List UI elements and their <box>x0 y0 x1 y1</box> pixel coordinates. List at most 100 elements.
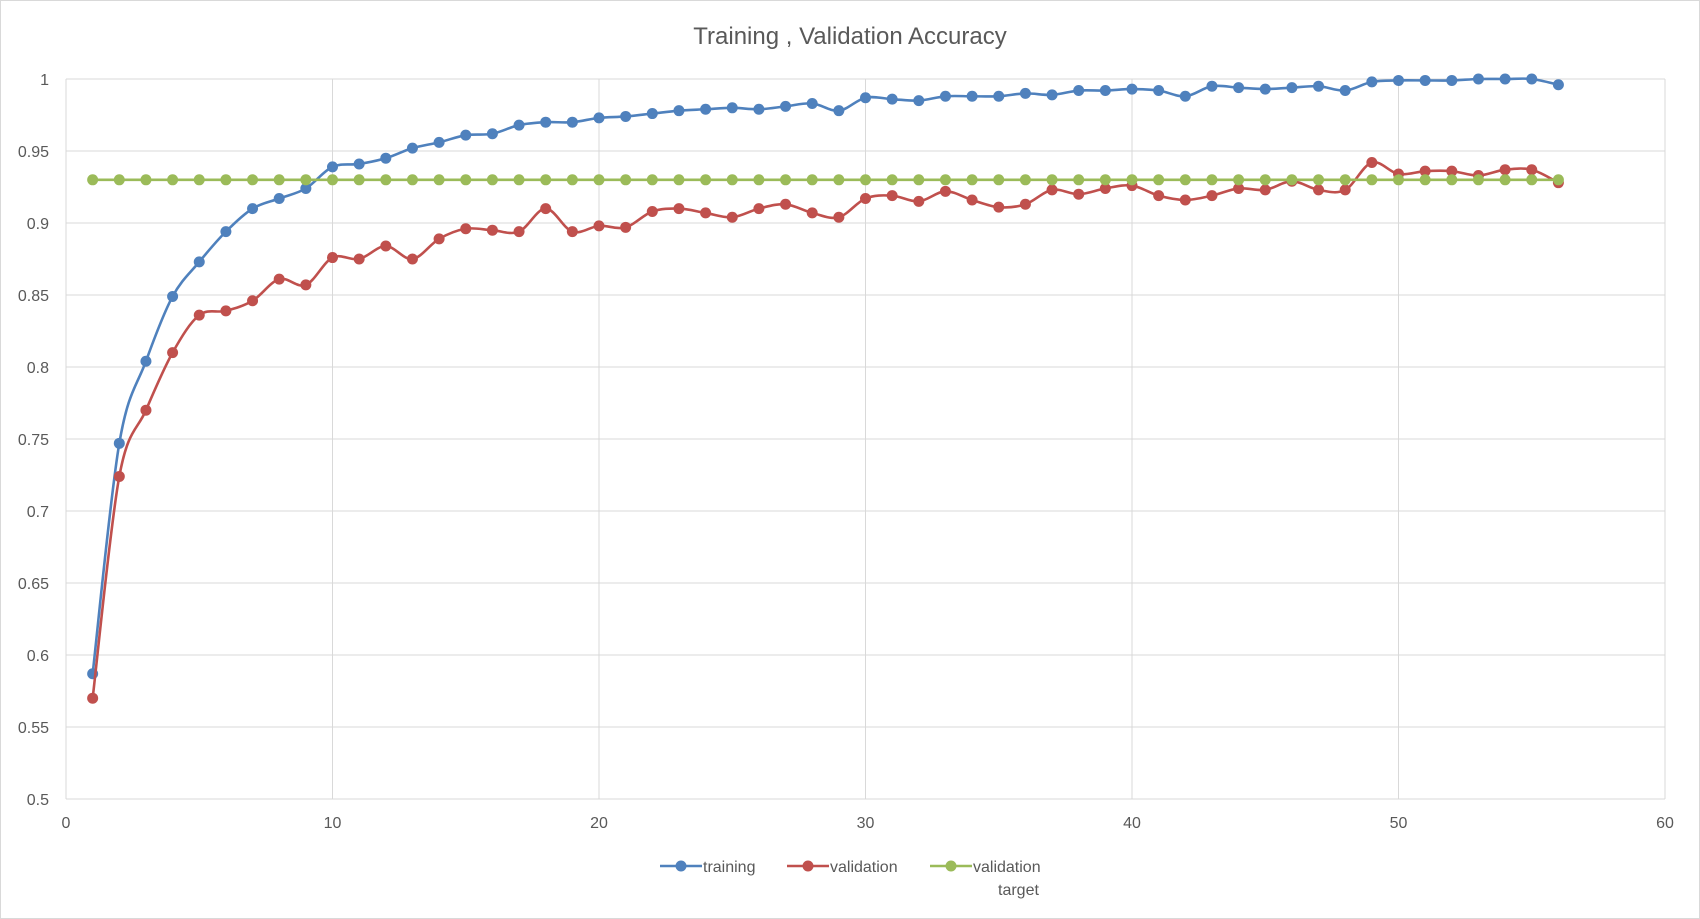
data-point-validation <box>1073 188 1085 200</box>
data-point-validation-target <box>860 174 871 186</box>
data-point-validation <box>1446 165 1458 177</box>
legend-label: validation <box>973 859 1041 876</box>
data-point-validation-target <box>780 174 792 186</box>
data-point-training <box>1099 85 1111 97</box>
data-point-validation-target <box>1446 174 1458 186</box>
legend-label: training <box>703 859 755 876</box>
series-line-training <box>91 77 1559 674</box>
data-point-validation <box>1179 194 1191 206</box>
legend-swatch-marker <box>802 860 814 872</box>
data-point-validation-target <box>620 174 632 186</box>
data-point-validation <box>1099 182 1111 194</box>
data-point-validation <box>700 207 712 219</box>
data-point-training <box>1366 76 1378 88</box>
data-point-validation <box>433 233 445 245</box>
data-point-validation <box>673 203 685 215</box>
legend-label: target <box>998 882 1039 899</box>
data-point-training <box>1472 73 1484 85</box>
data-point-validation-target <box>380 174 392 186</box>
data-point-training <box>273 193 285 205</box>
data-point-validation <box>833 211 845 223</box>
data-point-validation-target <box>886 174 898 186</box>
data-point-validation <box>1259 184 1271 196</box>
data-point-validation-target <box>1259 174 1271 186</box>
data-point-training <box>1446 74 1458 86</box>
data-point-validation-target <box>406 174 418 186</box>
y-tick-label: 0.55 <box>18 720 49 737</box>
data-point-validation <box>620 221 632 233</box>
data-point-training <box>220 226 232 238</box>
data-point-validation <box>220 305 232 317</box>
data-point-training <box>433 136 445 148</box>
data-point-training <box>540 116 552 128</box>
x-tick-label: 60 <box>1656 815 1674 832</box>
data-point-validation <box>1046 184 1058 196</box>
data-point-validation-target <box>1552 174 1564 186</box>
data-point-training <box>1552 79 1564 91</box>
data-point-training <box>860 92 871 104</box>
data-point-validation <box>1206 190 1218 202</box>
data-point-validation <box>513 226 525 238</box>
data-point-training <box>353 158 365 170</box>
data-point-validation-target <box>486 174 498 186</box>
data-point-validation-target <box>726 174 738 186</box>
data-point-validation <box>1019 198 1031 210</box>
data-point-training <box>1126 83 1138 95</box>
series <box>87 73 1564 704</box>
data-point-validation-target <box>1419 174 1431 186</box>
data-point-training <box>247 203 259 215</box>
data-point-validation-target <box>966 174 978 186</box>
data-point-validation-target <box>193 174 205 186</box>
series-training <box>87 73 1564 680</box>
data-point-training <box>327 161 338 173</box>
data-point-training <box>1313 80 1325 92</box>
data-point-training <box>673 105 685 117</box>
data-point-validation <box>380 240 392 252</box>
data-point-training <box>300 182 312 194</box>
x-tick-label: 50 <box>1390 815 1408 832</box>
data-point-validation <box>273 273 285 285</box>
data-point-validation-target <box>1339 174 1351 186</box>
data-point-validation <box>726 211 738 223</box>
data-point-validation <box>167 347 179 359</box>
data-point-validation-target <box>87 174 99 186</box>
data-point-training <box>406 142 418 154</box>
data-point-validation-target <box>1126 174 1138 186</box>
y-tick-label: 0.95 <box>18 144 49 161</box>
data-point-training <box>513 119 525 131</box>
data-point-training <box>753 103 765 115</box>
x-tick-label: 0 <box>62 815 71 832</box>
data-point-training <box>646 108 658 120</box>
data-point-validation <box>140 404 152 416</box>
data-point-validation-target <box>673 174 685 186</box>
legend-item-training: training <box>660 859 755 876</box>
data-point-validation <box>406 253 418 265</box>
y-tick-label: 0.65 <box>18 576 49 593</box>
data-point-validation-target <box>1233 174 1245 186</box>
legend: training validation validation target <box>660 859 1041 899</box>
data-point-validation <box>566 226 578 238</box>
data-point-validation-target <box>433 174 445 186</box>
data-point-training <box>1179 90 1191 102</box>
data-point-training <box>380 152 392 164</box>
legend-swatch-marker <box>945 860 957 872</box>
data-point-training <box>1073 85 1085 97</box>
data-point-validation <box>886 190 898 202</box>
y-tick-label: 0.75 <box>18 432 49 449</box>
y-tick-label: 0.9 <box>27 216 49 233</box>
legend-swatch-marker <box>675 860 687 872</box>
data-point-training <box>113 437 125 449</box>
data-point-validation-target <box>700 174 712 186</box>
data-point-training <box>1259 83 1271 95</box>
data-point-training <box>1286 82 1298 94</box>
series-validation-target <box>87 174 1564 186</box>
data-point-training <box>460 129 472 141</box>
data-point-validation-target <box>593 174 605 186</box>
legend-item-validation: validation <box>787 859 898 876</box>
data-point-training <box>1419 74 1431 86</box>
data-point-training <box>1046 89 1058 101</box>
data-point-validation <box>1419 165 1431 177</box>
gridlines <box>65 78 1666 800</box>
